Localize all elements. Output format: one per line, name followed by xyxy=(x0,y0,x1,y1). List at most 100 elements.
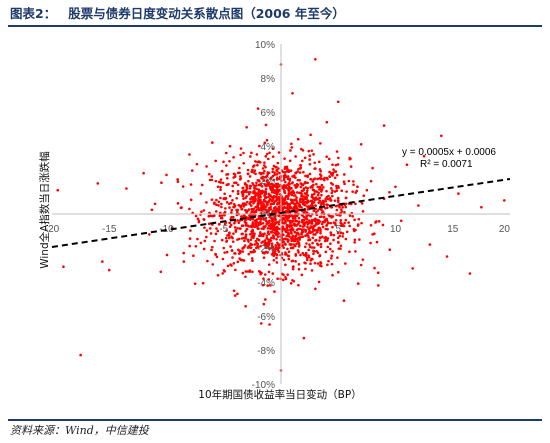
data-point xyxy=(179,206,183,210)
data-point xyxy=(225,240,228,243)
data-point xyxy=(234,230,238,233)
data-point xyxy=(315,242,319,246)
data-point xyxy=(273,250,277,253)
x-tick-label: -10 xyxy=(159,224,174,235)
data-point xyxy=(299,253,302,257)
data-point xyxy=(255,187,258,191)
data-point xyxy=(291,265,295,269)
data-point xyxy=(229,263,232,266)
data-point xyxy=(293,217,297,220)
data-point xyxy=(275,261,279,264)
data-point xyxy=(247,252,251,256)
data-point xyxy=(293,194,297,197)
data-point xyxy=(331,189,334,192)
data-point xyxy=(273,252,276,255)
data-point xyxy=(339,231,343,235)
data-point xyxy=(360,202,364,205)
data-point xyxy=(218,180,222,184)
data-point xyxy=(226,176,229,180)
data-point xyxy=(262,179,266,182)
data-point xyxy=(377,220,381,223)
data-point xyxy=(233,221,236,225)
data-point xyxy=(237,203,241,207)
data-point xyxy=(316,185,320,189)
data-point xyxy=(272,195,276,199)
data-point xyxy=(254,160,257,163)
data-point xyxy=(259,244,262,248)
data-point xyxy=(241,271,245,275)
data-point xyxy=(248,233,252,236)
data-point xyxy=(247,192,251,196)
data-point xyxy=(215,198,218,202)
data-point xyxy=(285,166,289,170)
data-point xyxy=(382,124,386,127)
data-point xyxy=(345,190,348,193)
data-point xyxy=(259,172,263,176)
y-tick-label: 0% xyxy=(261,210,276,221)
data-point xyxy=(291,216,295,220)
data-point xyxy=(270,236,273,240)
data-point xyxy=(236,292,239,296)
data-point xyxy=(349,165,353,168)
data-point xyxy=(264,187,268,191)
data-point xyxy=(263,161,266,164)
data-point xyxy=(238,178,242,181)
data-point xyxy=(232,156,235,159)
data-point xyxy=(331,163,334,166)
data-point xyxy=(294,237,297,240)
data-point xyxy=(292,207,295,211)
data-point xyxy=(242,151,245,155)
data-point xyxy=(332,168,335,171)
data-point xyxy=(333,176,337,180)
data-point xyxy=(332,221,336,224)
data-point xyxy=(281,227,285,230)
data-point xyxy=(309,177,313,181)
data-point xyxy=(314,58,317,61)
data-point xyxy=(301,149,305,152)
data-point xyxy=(225,229,228,232)
y-tick-label: 8% xyxy=(261,74,276,85)
data-point xyxy=(297,251,300,254)
data-point xyxy=(297,241,301,245)
data-point xyxy=(165,253,169,257)
data-point xyxy=(339,218,343,222)
data-point xyxy=(258,208,262,212)
data-point xyxy=(297,283,300,287)
data-point xyxy=(347,179,351,183)
data-point xyxy=(276,235,280,238)
y-tick-label: -4% xyxy=(257,278,275,289)
data-point xyxy=(220,238,224,242)
data-point xyxy=(269,284,272,287)
data-point xyxy=(289,220,293,223)
data-point xyxy=(284,251,287,254)
data-point xyxy=(306,174,310,178)
data-point xyxy=(251,197,255,201)
data-point xyxy=(342,180,346,183)
data-point xyxy=(353,238,357,242)
data-point xyxy=(236,208,239,212)
data-point xyxy=(301,189,305,192)
data-point xyxy=(283,197,287,201)
data-point xyxy=(281,196,284,200)
data-point xyxy=(226,264,230,268)
data-point xyxy=(312,233,315,236)
data-point xyxy=(277,185,280,188)
data-point xyxy=(324,250,328,254)
data-point xyxy=(248,269,252,272)
data-point xyxy=(271,155,275,158)
data-point xyxy=(288,192,292,195)
data-point xyxy=(188,207,191,211)
data-point xyxy=(440,134,443,138)
data-point xyxy=(232,232,235,235)
data-point xyxy=(245,211,248,215)
data-point xyxy=(248,214,251,217)
data-point xyxy=(297,262,301,266)
data-point xyxy=(242,203,246,207)
data-point xyxy=(271,147,275,150)
data-point xyxy=(286,247,289,251)
data-point xyxy=(277,244,280,248)
data-point xyxy=(229,245,232,248)
data-point xyxy=(263,141,267,145)
data-point xyxy=(319,245,323,249)
data-point xyxy=(411,267,414,270)
